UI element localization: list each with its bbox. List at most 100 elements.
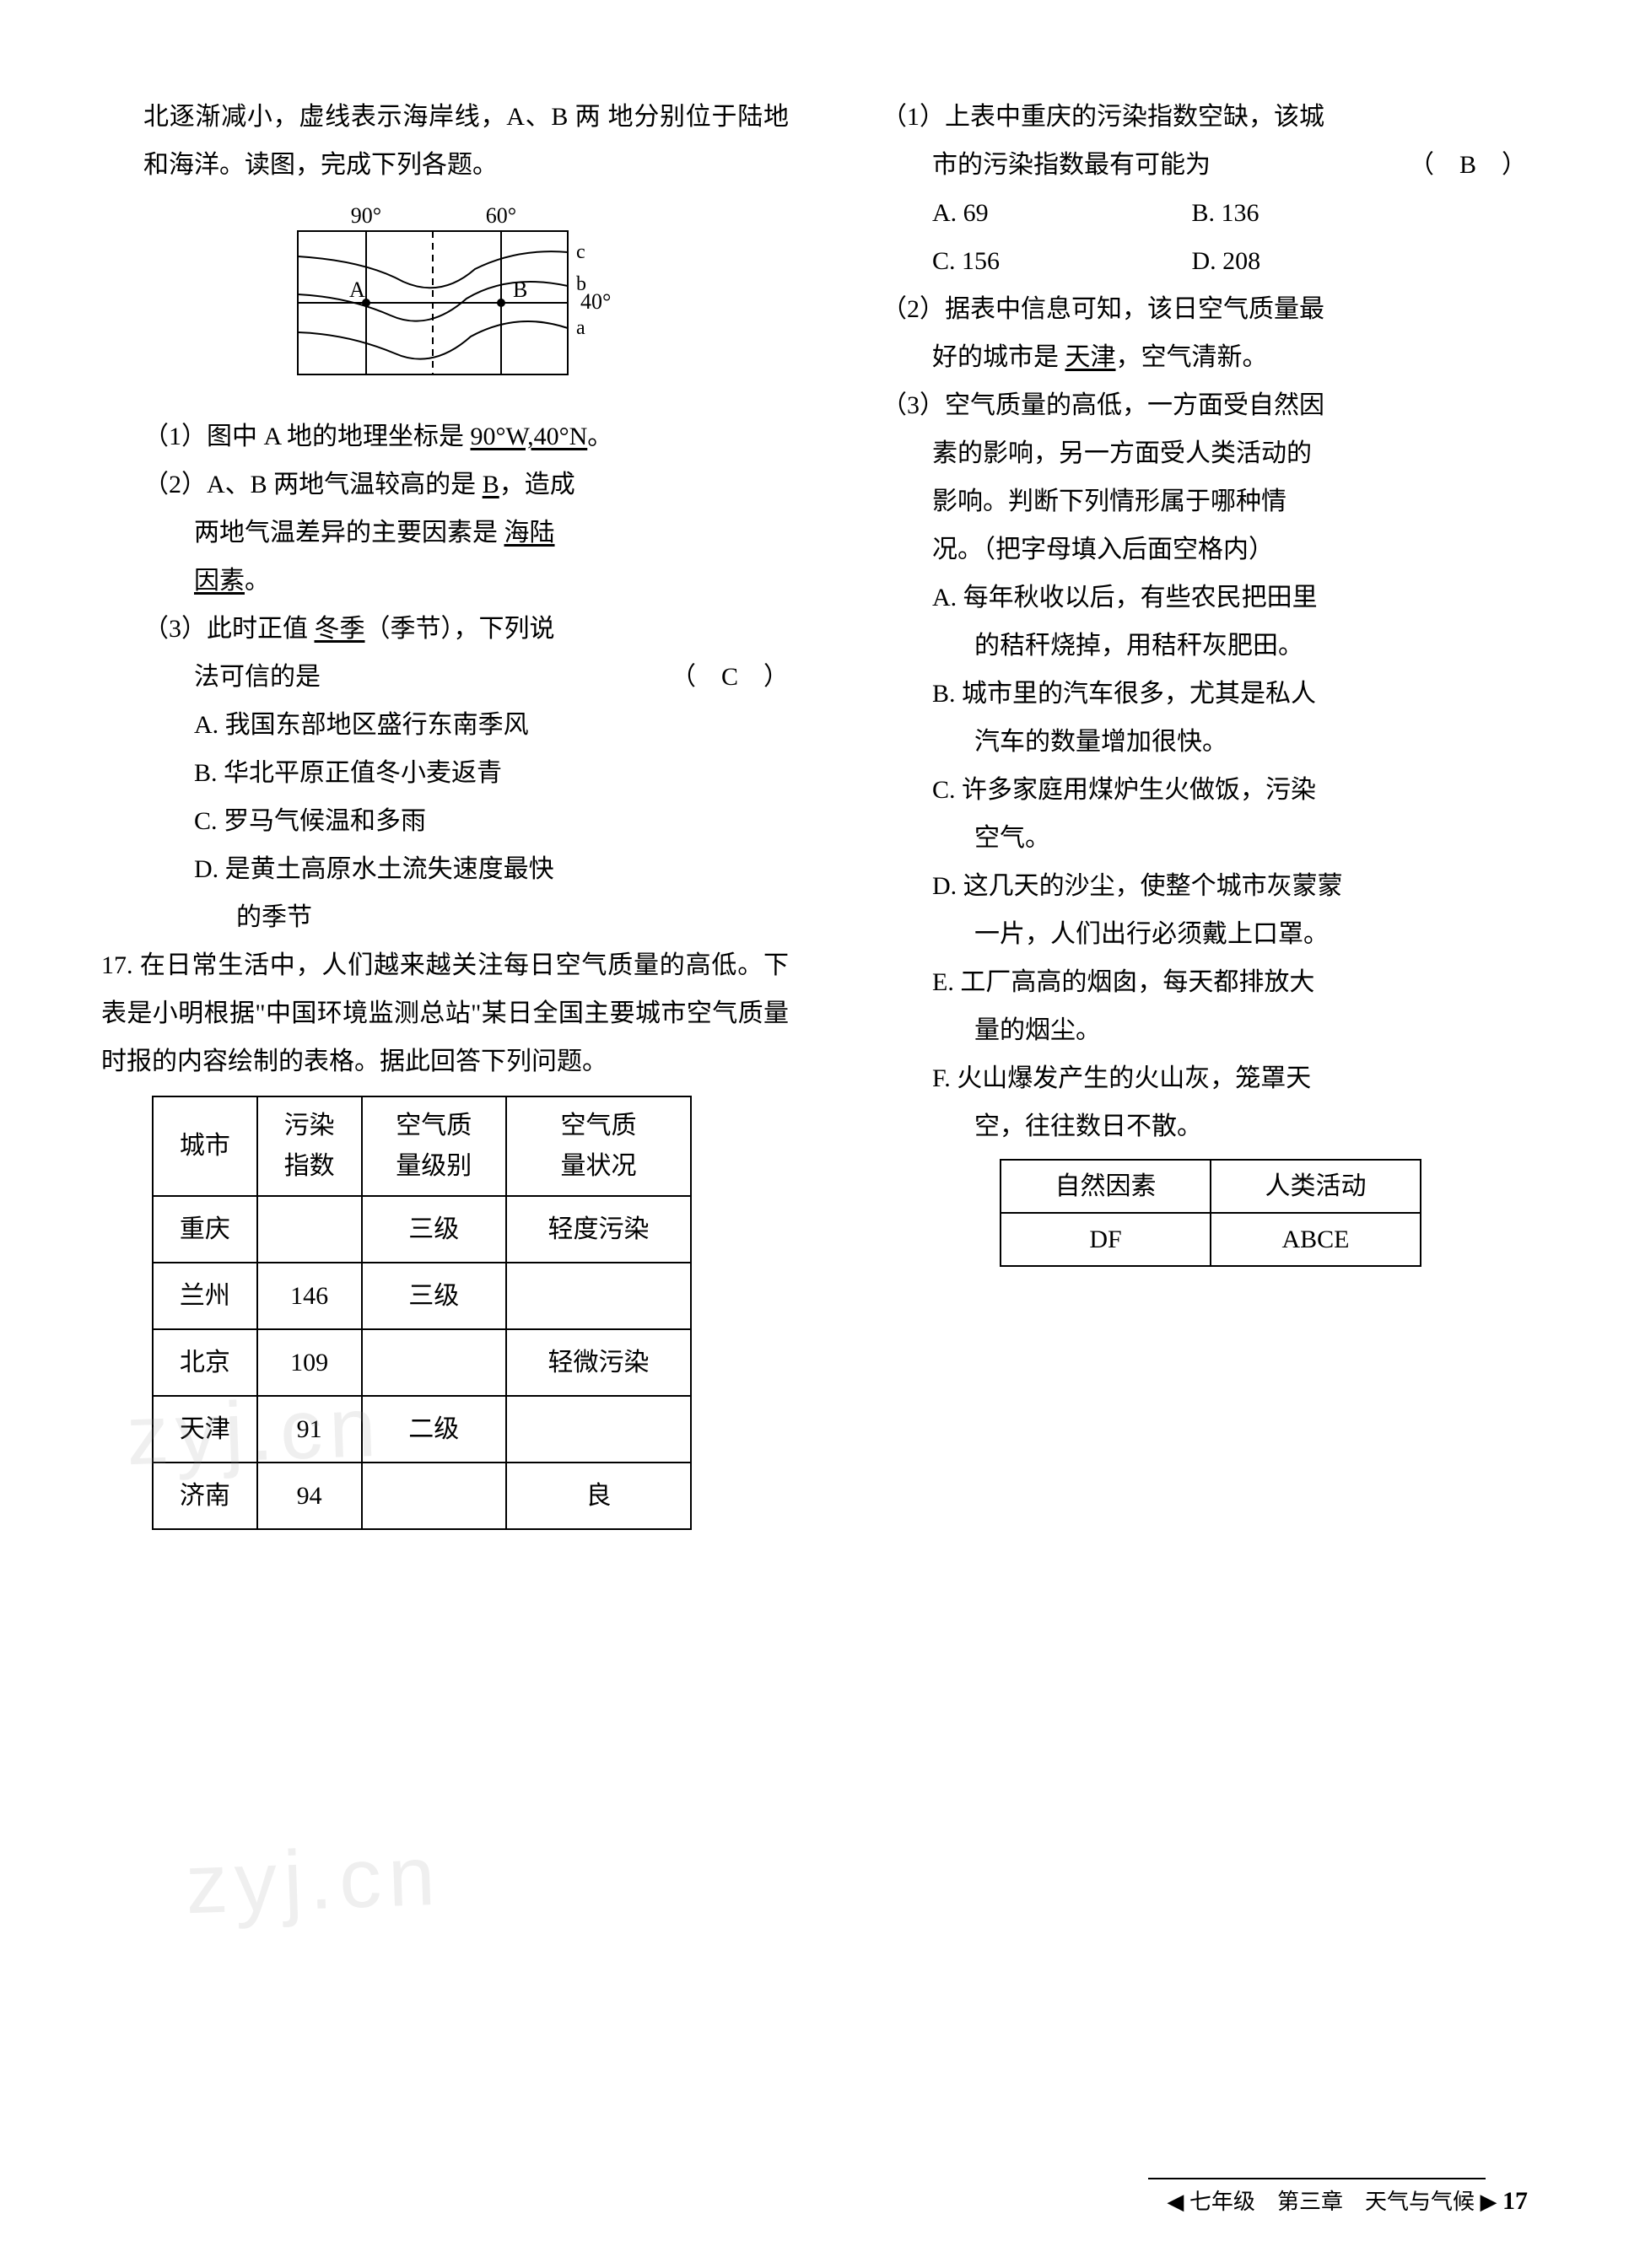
lon-label: 90° [350, 206, 380, 228]
table-row: 天津 91 二级 [153, 1396, 691, 1463]
q-text: 两地气温差异的主要因素是 [194, 519, 498, 547]
optD-l2: 一片，人们出行必须戴上口罩。 [839, 910, 1527, 958]
q16-2-line2: 两地气温差异的主要因素是 海陆 [101, 509, 789, 557]
th-text: 量级别 [396, 1152, 472, 1180]
optC-l1: C. 许多家庭用煤炉生火做饭，污染 [839, 766, 1527, 814]
q17-1-opts-row2: C. 156 D. 208 [839, 237, 1527, 285]
table-row: 重庆 三级 轻度污染 [153, 1196, 691, 1263]
page-number: 17 [1502, 2187, 1528, 2215]
q16-1: （1）图中 A 地的地理坐标是 90°W,40°N。 [101, 412, 789, 461]
q-text: ，造成 [499, 471, 575, 498]
table-row: 北京 109 轻微污染 [153, 1329, 691, 1396]
th-status: 空气质量状况 [506, 1096, 691, 1196]
cell-city: 兰州 [153, 1263, 257, 1329]
q-text: 。 [245, 567, 270, 595]
cell-index: 91 [257, 1396, 362, 1463]
th-city: 城市 [153, 1096, 257, 1196]
cell-status: 轻微污染 [506, 1329, 691, 1396]
q-answer: 因素 [194, 567, 245, 595]
q17-1-l2: 市的污染指数最有可能为 （ B ） [839, 141, 1527, 189]
tri-left-icon: ◀ [1167, 2189, 1184, 2214]
optE-l1: E. 工厂高高的烟囱，每天都排放大 [839, 958, 1527, 1006]
optB-l2: 汽车的数量增加很快。 [839, 718, 1527, 766]
table-header-row: 城市 污染指数 空气质量级别 空气质量状况 [153, 1096, 691, 1196]
watermark: zyj.cn [184, 1828, 443, 1934]
cell-level [362, 1463, 506, 1529]
q16-3-optB: B. 华北平原正值冬小麦返青 [101, 749, 789, 797]
cell-level: 三级 [362, 1263, 506, 1329]
q16-3-optA: A. 我国东部地区盛行东南季风 [101, 701, 789, 749]
q-text: 。 [587, 423, 612, 450]
optF-l1: F. 火山爆发产生的火山灰，笼罩天 [839, 1054, 1527, 1102]
aqi-table: 城市 污染指数 空气质量级别 空气质量状况 重庆 三级 轻度污染 兰州 146 … [152, 1096, 692, 1530]
cell-level [362, 1329, 506, 1396]
footer-divider [1148, 2178, 1486, 2179]
q-text: ，空气清新。 [1116, 343, 1268, 371]
map-figure: 90° 60° 40° c b a A B [264, 206, 627, 400]
cell-index: 146 [257, 1263, 362, 1329]
th-text: 指数 [284, 1152, 335, 1180]
ans-cell: ABCE [1211, 1213, 1421, 1266]
q-text: 法可信的是 [194, 663, 321, 691]
ans-cell: DF [1001, 1213, 1211, 1266]
q-text: （3）此时正值 [143, 615, 308, 643]
q17-3-l4: 况。（把字母填入后面空格内） [839, 525, 1527, 574]
q-answer: B [483, 471, 499, 498]
q16-2: （2）A、B 两地气温较高的是 B，造成 [101, 461, 789, 509]
table-row: 济南 94 良 [153, 1463, 691, 1529]
optE-l2: 量的烟尘。 [839, 1006, 1527, 1054]
point-b-marker [497, 299, 505, 307]
curve-label: a [576, 317, 585, 339]
q17-2-l2: 好的城市是 天津，空气清新。 [839, 333, 1527, 381]
optB-l1: B. 城市里的汽车很多，尤其是私人 [839, 670, 1527, 718]
tri-right-icon: ▶ [1481, 2189, 1497, 2214]
opt: A. 69 [932, 189, 1185, 237]
answer-row: DF ABCE [1001, 1213, 1421, 1266]
q-text: （1）图中 A 地的地理坐标是 [143, 423, 464, 450]
cell-city: 天津 [153, 1396, 257, 1463]
th-text: 城市 [180, 1132, 230, 1160]
cell-index [257, 1196, 362, 1263]
cell-city: 济南 [153, 1463, 257, 1529]
q17-3-l1: （3）空气质量的高低，一方面受自然因 [839, 381, 1527, 429]
curve-label: b [576, 273, 586, 295]
q-text: 好的城市是 [932, 343, 1059, 371]
q-text: 市的污染指数最有可能为 [932, 151, 1211, 179]
th-text: 量状况 [560, 1152, 636, 1180]
q17-1-opts-row1: A. 69 B. 136 [839, 189, 1527, 237]
q-answer: 海陆 [504, 519, 555, 547]
curve-label: c [576, 241, 585, 263]
page-footer: ◀ 七年级 第三章 天气与气候 ▶ 17 [1167, 2184, 1528, 2216]
q17-3-l2: 素的影响，另一方面受人类活动的 [839, 429, 1527, 477]
footer-grade: 七年级 [1189, 2190, 1255, 2214]
q16-3-line2: 法可信的是 （ C ） [101, 653, 789, 701]
th-text: 空气质 [560, 1112, 636, 1139]
lon-label: 60° [485, 206, 515, 228]
q16-3: （3）此时正值 冬季（季节），下列说 [101, 605, 789, 653]
cell-status [506, 1263, 691, 1329]
q17-text: 17. 在日常生活中，人们越来越关注每日空气质量的高低。下表是小明根据"中国环境… [101, 941, 789, 1086]
ans-th: 人类活动 [1211, 1160, 1421, 1213]
q-text: （2）A、B 两地气温较高的是 [143, 471, 476, 498]
point-b-label: B [513, 277, 527, 302]
left-column: 北逐渐减小，虚线表示海岸线，A、B 两 地分别位于陆地和海洋。读图，完成下列各题… [101, 93, 789, 1530]
q16-3-optC: C. 罗马气候温和多雨 [101, 797, 789, 845]
q-text: （季节），下列说 [365, 615, 555, 643]
table-row: 兰州 146 三级 [153, 1263, 691, 1329]
q-number: 17. [101, 941, 133, 989]
q-body: 在日常生活中，人们越来越关注每日空气质量的高低。下表是小明根据"中国环境监测总站… [101, 951, 789, 1075]
th-text: 污染 [284, 1112, 335, 1139]
opt: D. 208 [1192, 247, 1261, 275]
optA-l2: 的秸秆烧掉，用秸秆灰肥田。 [839, 622, 1527, 670]
optD-l1: D. 这几天的沙尘，使整个城市灰蒙蒙 [839, 862, 1527, 910]
th-index: 污染指数 [257, 1096, 362, 1196]
intro-line: 北逐渐减小，虚线表示海岸线，A、B 两 [143, 103, 601, 131]
optF-l2: 空，往往数日不散。 [839, 1102, 1527, 1150]
q16-2-line3: 因素。 [101, 557, 789, 605]
cell-level: 二级 [362, 1396, 506, 1463]
cell-level: 三级 [362, 1196, 506, 1263]
ans-th: 自然因素 [1001, 1160, 1211, 1213]
q17-2-l1: （2）据表中信息可知，该日空气质量最 [839, 285, 1527, 333]
page-content: 北逐渐减小，虚线表示海岸线，A、B 两 地分别位于陆地和海洋。读图，完成下列各题… [101, 93, 1527, 1530]
q16-3-optD: D. 是黄土高原水土流失速度最快 [101, 845, 789, 893]
